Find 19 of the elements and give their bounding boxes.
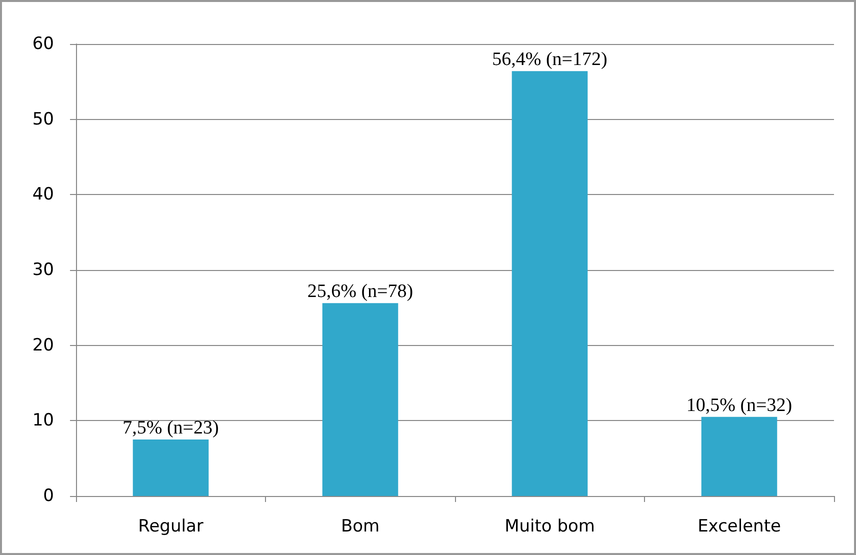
bar [132, 440, 209, 496]
y-tick-label: 0 [43, 486, 54, 506]
y-tick-label: 30 [32, 260, 54, 280]
y-tick-label: 60 [32, 34, 54, 54]
x-tick-label: Excelente [698, 516, 781, 536]
y-tick-label: 50 [32, 109, 54, 130]
data-label: 25,6% (n=78) [307, 281, 414, 302]
y-tick-label: 10 [32, 410, 54, 431]
bar [701, 416, 778, 496]
data-label: 10,5% (n=32) [686, 394, 792, 416]
data-label: 7,5% (n=23) [122, 418, 219, 438]
y-tick-label: 20 [32, 335, 54, 356]
y-tick-label: 40 [32, 184, 54, 205]
data-label: 56,4% (n=172) [492, 49, 608, 70]
x-tick-label: Bom [340, 516, 380, 536]
bar [512, 71, 588, 496]
x-tick-label: Regular [138, 516, 204, 536]
x-tick-label: Muito bom [504, 516, 595, 536]
bar [322, 303, 398, 496]
